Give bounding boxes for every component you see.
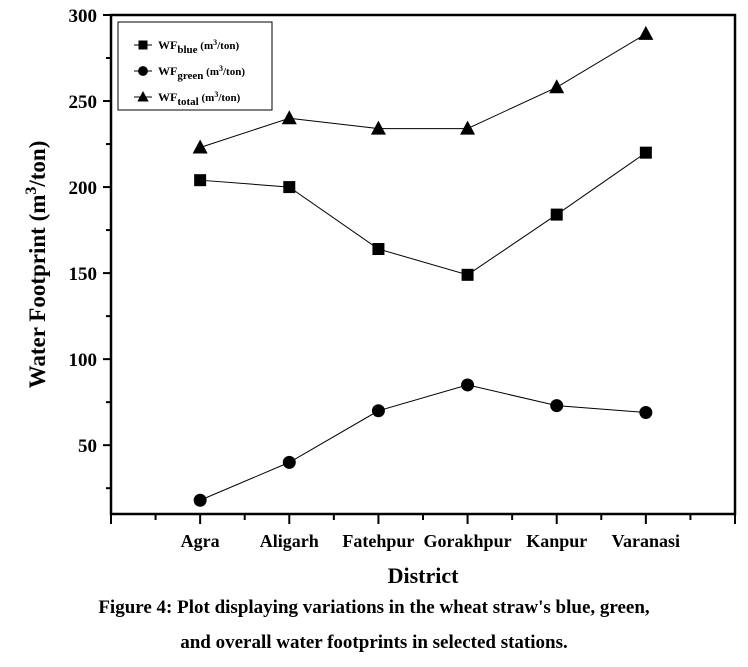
legend-marker-circle [138, 66, 148, 76]
data-point [370, 120, 386, 135]
data-point [283, 181, 296, 194]
y-tick-label: 100 [69, 350, 98, 371]
x-axis-label: District [388, 563, 460, 588]
legend: WFblue (m3/ton) WFgreen (m3/ton) WFtotal (… [117, 21, 273, 111]
y-tick-label: 200 [69, 178, 98, 199]
legend-label: WFblue (m3/ton) [158, 38, 239, 56]
data-point [371, 404, 385, 418]
data-point [549, 79, 565, 94]
series-line [199, 33, 647, 148]
data-point [461, 378, 475, 392]
legend-label: WFtotal (m3/ton) [158, 90, 241, 108]
x-tick-label: Varanasi [612, 531, 680, 551]
series-line [199, 384, 646, 501]
y-tick-label: 150 [69, 264, 98, 285]
x-tick-label: Agra [181, 531, 220, 551]
data-point [550, 399, 564, 413]
data-point [639, 405, 653, 419]
data-point [460, 120, 476, 135]
data-point [282, 455, 296, 469]
legend-label: WFgreen (m3/ton) [158, 64, 245, 82]
legend-marker-square [138, 40, 148, 50]
line-chart: 50 100 150 200 250 300 Agra Aligarh Fatehpur Gora… [23, 6, 737, 588]
x-tick-label: Gorakhpur [424, 531, 512, 551]
y-tick-label: 300 [69, 6, 98, 27]
data-point [372, 243, 385, 256]
series-circle [193, 378, 653, 507]
data-point [461, 268, 474, 281]
data-point [638, 25, 654, 40]
series-square [194, 146, 652, 281]
data-point [192, 139, 208, 154]
x-tick-label: Kanpur [526, 531, 587, 551]
y-tick-label: 250 [69, 92, 98, 113]
data-point [639, 146, 652, 159]
series-triangle [192, 25, 654, 154]
y-tick-label: 50 [78, 436, 97, 457]
caption-line-2: and overall water footprints in selected… [180, 632, 568, 653]
caption-line-1: Figure 4: Plot displaying variations in … [98, 597, 650, 618]
x-tick-label: Aligarh [260, 531, 319, 551]
legend-marker-triangle [137, 91, 149, 102]
series-line [200, 152, 647, 276]
data-point [194, 174, 207, 187]
data-point [550, 208, 563, 221]
data-point [193, 493, 207, 507]
y-axis-label: Water Footprint (m3/ton) [23, 141, 50, 389]
x-tick-label: Fatehpur [342, 531, 414, 551]
data-point [281, 110, 297, 125]
